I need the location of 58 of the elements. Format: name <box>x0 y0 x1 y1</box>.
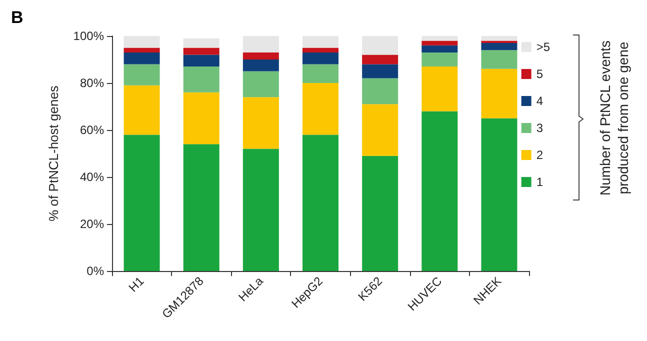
bar <box>422 66 458 112</box>
bar <box>481 43 518 50</box>
bar <box>183 38 220 48</box>
bar <box>422 45 458 52</box>
bar <box>362 156 398 271</box>
bar <box>362 64 398 78</box>
bar <box>481 40 518 44</box>
legend-label: >5 <box>536 40 550 54</box>
bar <box>362 104 398 156</box>
x-tick-label: H1 <box>126 274 147 295</box>
y-axis-title: % of PtNCL-host genes <box>46 85 61 222</box>
bar <box>302 36 338 48</box>
legend-label: 2 <box>536 148 544 162</box>
bar <box>302 134 338 271</box>
bar <box>481 68 518 118</box>
bar <box>422 36 458 41</box>
bar <box>124 64 160 86</box>
bar <box>242 36 279 52</box>
bar <box>481 36 518 41</box>
bar <box>422 111 458 271</box>
bar <box>362 54 398 64</box>
bar <box>183 92 220 144</box>
bar <box>242 148 279 271</box>
legend-title: Number of PtNCL events produced from one gene <box>597 40 631 196</box>
bar <box>302 52 338 64</box>
bar <box>242 52 279 60</box>
y-tick-label: 100% <box>73 29 104 43</box>
y-tick-label: 80% <box>80 76 104 90</box>
bar <box>183 66 220 92</box>
bar <box>183 54 220 67</box>
bar <box>481 118 518 271</box>
y-tick-label: 0% <box>86 264 104 278</box>
bar <box>242 60 279 72</box>
bar <box>183 48 220 55</box>
bar <box>124 85 160 135</box>
bar <box>362 78 398 104</box>
legend-label: 1 <box>536 175 544 189</box>
bar <box>124 48 160 52</box>
bar <box>242 97 279 149</box>
legend-label: 5 <box>536 67 544 81</box>
legend-label: 4 <box>536 94 544 108</box>
legend-label: 3 <box>536 121 544 135</box>
bar <box>422 40 458 46</box>
bar <box>302 48 338 52</box>
y-tick-label: 60% <box>80 123 104 137</box>
chart-title: B <box>11 8 24 27</box>
bar <box>302 83 338 135</box>
bar <box>242 71 279 98</box>
bar <box>124 52 160 64</box>
y-tick-label: 20% <box>80 217 104 231</box>
bar <box>302 64 338 83</box>
bar <box>362 36 398 55</box>
bar <box>422 52 458 67</box>
bar <box>124 36 160 48</box>
bar <box>124 134 160 271</box>
y-tick-label: 40% <box>80 170 104 184</box>
bar <box>183 144 220 271</box>
bar <box>481 50 518 69</box>
